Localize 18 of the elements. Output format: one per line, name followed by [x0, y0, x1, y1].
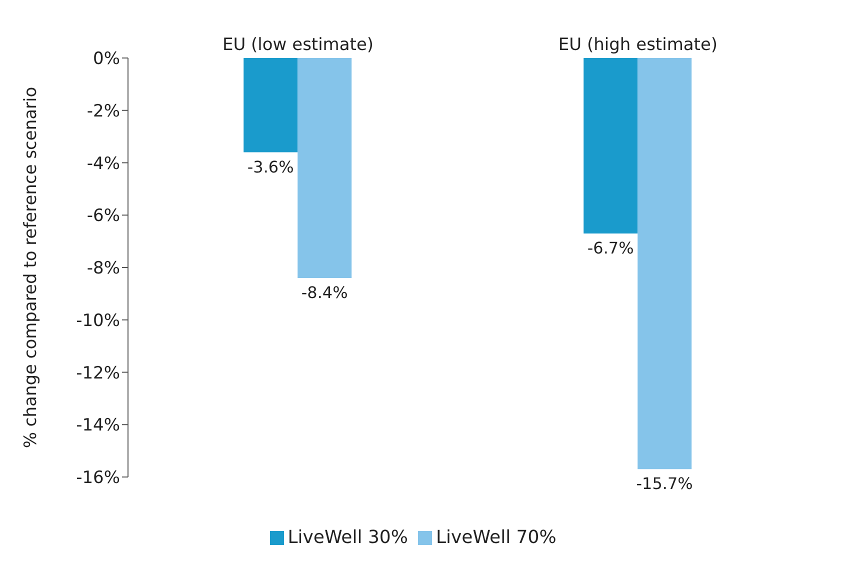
data-label: -15.7% [636, 474, 693, 494]
y-tick-label: -12% [76, 363, 120, 384]
data-label: -3.6% [247, 157, 294, 176]
data-label: -8.4% [301, 282, 348, 302]
y-tick-label: 0% [93, 49, 120, 70]
legend-label: LiveWell 30% [288, 527, 408, 548]
y-tick-label: -8% [86, 258, 120, 279]
y-axis-title: % change compared to reference scenario [21, 86, 42, 448]
y-tick-label: -14% [76, 416, 120, 436]
legend-label: LiveWell 70% [436, 527, 556, 548]
x-tick-label: EU (low estimate) [222, 35, 374, 55]
y-tick-label: -6% [86, 206, 120, 226]
data-label: -6.7% [587, 238, 634, 258]
y-tick-label: -2% [86, 101, 120, 122]
y-tick-label: -4% [86, 154, 120, 174]
x-tick-label: EU (high estimate) [558, 35, 718, 55]
y-tick-label: -16% [76, 468, 120, 488]
y-tick-label: -10% [76, 310, 120, 331]
